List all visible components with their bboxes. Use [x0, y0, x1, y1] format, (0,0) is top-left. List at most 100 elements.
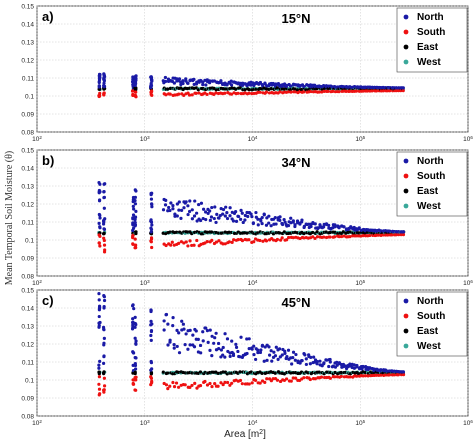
point-south: [102, 236, 106, 240]
point-east: [134, 230, 138, 234]
point-east: [234, 87, 238, 91]
point-north: [188, 328, 192, 332]
point-north: [133, 336, 137, 340]
point-north: [277, 347, 282, 351]
point-north: [208, 348, 212, 352]
point-south: [193, 381, 197, 385]
point-east: [102, 372, 106, 376]
point-south: [326, 89, 330, 93]
point-north: [97, 78, 102, 82]
point-south: [368, 233, 372, 238]
point-north: [177, 77, 182, 81]
legend-marker-north: [403, 14, 409, 20]
point-south: [324, 235, 329, 240]
point-north: [175, 202, 180, 206]
y-tick-label: 0.1: [25, 378, 34, 385]
point-east: [357, 372, 361, 376]
point-south: [150, 245, 154, 250]
point-south: [188, 239, 192, 243]
legend-marker-east: [403, 328, 409, 334]
point-north: [225, 211, 229, 215]
point-north: [322, 362, 326, 366]
point-east: [264, 87, 268, 91]
point-north: [98, 213, 102, 217]
point-north: [256, 348, 260, 352]
point-east: [133, 372, 137, 376]
y-tick-label: 0.15: [21, 4, 34, 11]
point-south: [339, 234, 344, 239]
point-north: [260, 215, 264, 220]
point-south: [390, 233, 394, 237]
point-south: [354, 89, 359, 93]
point-south: [134, 378, 138, 382]
y-tick-label: 0.11: [22, 76, 35, 83]
point-north: [131, 363, 135, 367]
point-north: [234, 219, 239, 223]
point-south: [258, 90, 262, 94]
point-north: [208, 218, 212, 222]
point-north: [132, 307, 136, 311]
latitude-label: 15°N: [281, 11, 310, 26]
point-north: [240, 211, 244, 215]
point-north: [267, 221, 271, 225]
point-north: [216, 216, 221, 220]
legend: North South East West: [396, 151, 468, 217]
point-north: [239, 335, 243, 339]
point-north: [177, 200, 181, 204]
point-north: [370, 228, 374, 232]
point-north: [230, 339, 234, 343]
point-north: [204, 217, 208, 222]
point-east: [193, 230, 197, 234]
point-north: [341, 85, 345, 89]
point-north: [228, 206, 232, 210]
point-north: [133, 83, 137, 88]
point-north: [228, 354, 232, 358]
point-north: [221, 345, 225, 350]
point-south: [392, 373, 397, 377]
x-tick-label: 104: [248, 135, 258, 144]
point-south: [355, 234, 359, 238]
point-north: [201, 83, 205, 87]
point-south: [169, 243, 173, 247]
point-north: [131, 204, 135, 208]
point-north: [102, 298, 107, 303]
point-south: [293, 90, 297, 94]
y-tick-label: 0.14: [21, 22, 34, 29]
point-north: [221, 207, 226, 212]
point-south: [168, 92, 172, 96]
y-tick-label: 0.13: [21, 40, 34, 47]
point-north: [304, 357, 308, 361]
point-east: [227, 230, 231, 234]
point-north: [401, 230, 406, 234]
point-north: [291, 220, 295, 224]
point-north: [188, 343, 192, 347]
scatter-points: [97, 292, 406, 397]
point-north: [236, 82, 240, 86]
point-north: [379, 368, 383, 372]
point-south: [344, 89, 348, 93]
point-north: [102, 361, 106, 365]
point-south: [130, 89, 135, 93]
point-north: [180, 319, 184, 323]
point-north: [168, 338, 172, 342]
point-south: [190, 383, 194, 388]
point-east: [223, 87, 227, 91]
point-north: [175, 344, 179, 349]
point-north: [274, 82, 278, 86]
point-north: [318, 359, 322, 363]
point-south: [370, 89, 374, 93]
point-south: [131, 242, 135, 246]
y-tick-label: 0.09: [21, 256, 34, 263]
point-north: [171, 315, 175, 320]
point-north: [102, 336, 106, 340]
legend-label-south: South: [417, 171, 445, 182]
point-north: [214, 220, 218, 225]
point-south: [258, 238, 262, 243]
point-north: [239, 217, 243, 221]
point-south: [333, 375, 337, 379]
point-north: [212, 216, 216, 221]
point-north: [268, 353, 272, 357]
point-north: [231, 353, 236, 358]
point-south: [361, 89, 365, 93]
point-east: [149, 371, 153, 375]
